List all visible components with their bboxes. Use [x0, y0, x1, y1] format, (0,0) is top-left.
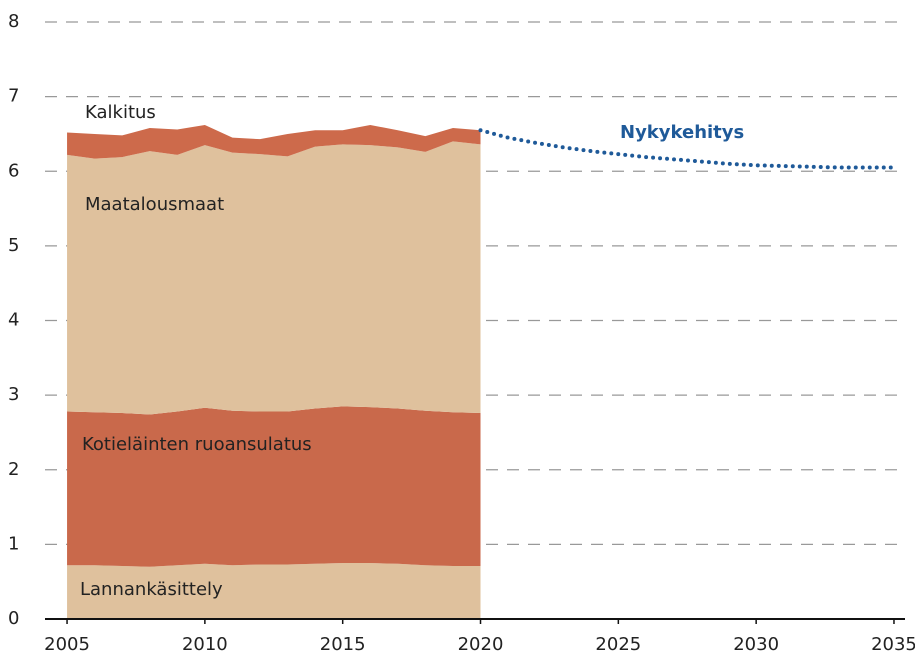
projection-label: Nykykehitys — [620, 122, 744, 143]
y-tick-label: 0 — [8, 608, 19, 629]
y-tick-label: 7 — [8, 86, 19, 107]
y-tick-label: 6 — [8, 160, 19, 181]
series-label: Kalkitus — [85, 102, 156, 123]
x-tick-label: 2035 — [871, 634, 915, 655]
x-tick-label: 2025 — [595, 634, 641, 655]
y-tick-label: 1 — [8, 533, 19, 554]
area — [67, 124, 481, 159]
y-tick-label: 3 — [8, 384, 19, 405]
y-tick-label: 2 — [8, 459, 19, 480]
area — [67, 563, 481, 619]
y-tick-label: 8 — [8, 11, 19, 32]
series-label: Maatalousmaat — [85, 194, 224, 215]
series-label: Lannankäsittely — [80, 579, 223, 600]
y-tick-label: 4 — [8, 310, 19, 331]
x-tick-label: 2030 — [733, 634, 779, 655]
area — [67, 141, 481, 415]
series-label: Kotieläinten ruoansulatus — [82, 434, 312, 455]
x-tick-label: 2010 — [182, 634, 228, 655]
x-tick-label: 2020 — [458, 634, 504, 655]
projection-line — [478, 128, 896, 170]
area — [67, 406, 481, 567]
x-tick-label: 2005 — [44, 634, 90, 655]
y-tick-label: 5 — [8, 235, 19, 256]
x-tick-label: 2015 — [320, 634, 366, 655]
